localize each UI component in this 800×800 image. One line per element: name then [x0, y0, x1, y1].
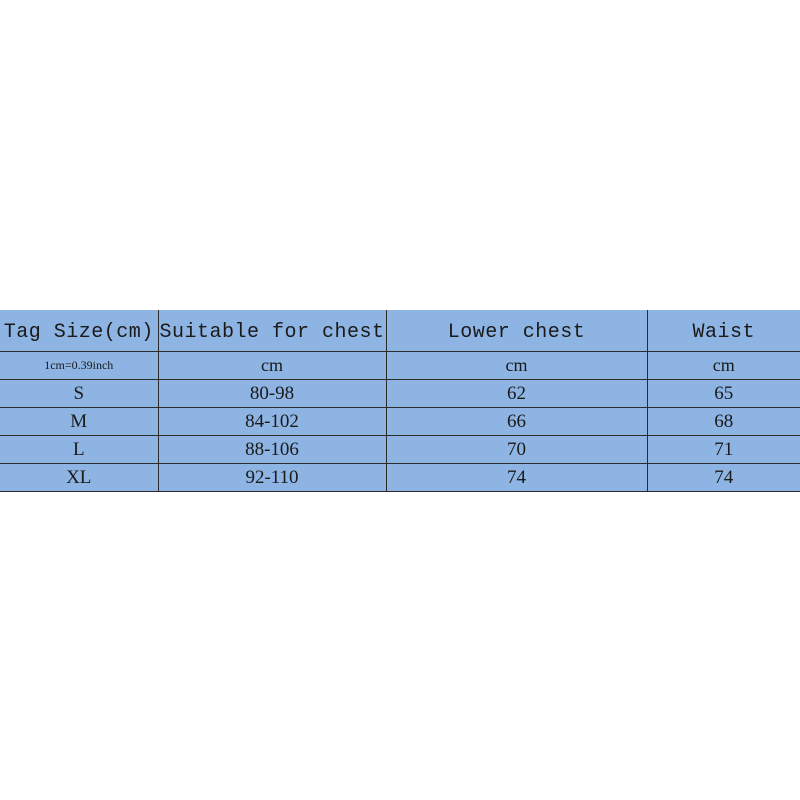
chest-cell: 92-110: [157, 463, 387, 492]
header-lower-chest: Lower chest: [385, 310, 648, 352]
size-chart-table: Tag Size(cm) Suitable for chest Lower ch…: [0, 310, 800, 492]
unit-cell: cm: [157, 351, 387, 380]
chest-cell: 88-106: [157, 435, 387, 464]
chest-cell: 80-98: [157, 379, 387, 408]
unit-cell: cm: [646, 351, 800, 380]
unit-conversion-note: 1cm=0.39inch: [0, 351, 159, 380]
size-cell: S: [0, 379, 159, 408]
lower-chest-cell: 62: [385, 379, 648, 408]
lower-chest-cell: 70: [385, 435, 648, 464]
size-cell: XL: [0, 463, 159, 492]
table-row: M 84-102 66 68: [0, 407, 800, 436]
table-row: L 88-106 70 71: [0, 435, 800, 464]
waist-cell: 68: [646, 407, 800, 436]
header-waist: Waist: [646, 310, 800, 352]
unit-row: 1cm=0.39inch cm cm cm: [0, 351, 800, 380]
lower-chest-cell: 66: [385, 407, 648, 436]
header-chest: Suitable for chest: [157, 310, 387, 352]
waist-cell: 65: [646, 379, 800, 408]
table-row: S 80-98 62 65: [0, 379, 800, 408]
table-row: XL 92-110 74 74: [0, 463, 800, 492]
lower-chest-cell: 74: [385, 463, 648, 492]
size-cell: M: [0, 407, 159, 436]
unit-cell: cm: [385, 351, 648, 380]
waist-cell: 74: [646, 463, 800, 492]
waist-cell: 71: [646, 435, 800, 464]
header-tag-size: Tag Size(cm): [0, 310, 159, 352]
header-row: Tag Size(cm) Suitable for chest Lower ch…: [0, 310, 800, 352]
size-cell: L: [0, 435, 159, 464]
chest-cell: 84-102: [157, 407, 387, 436]
